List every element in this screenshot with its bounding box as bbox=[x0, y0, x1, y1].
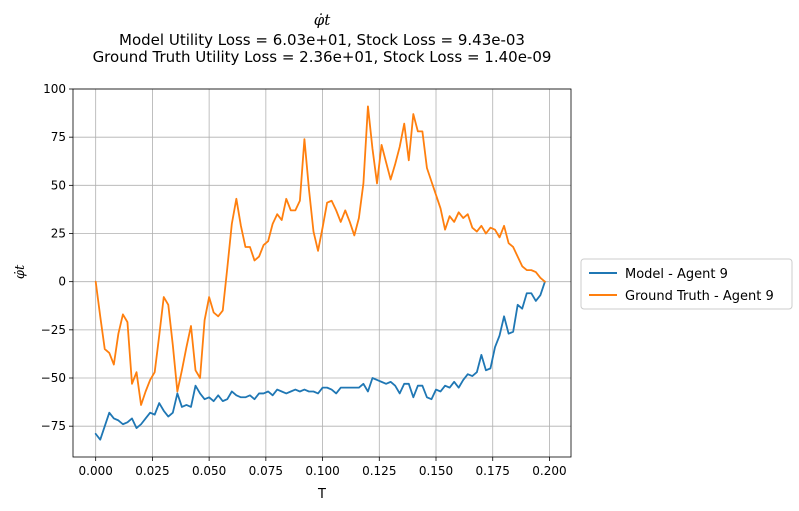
x-tick-label: 0.100 bbox=[305, 464, 339, 478]
plot-frame bbox=[72, 88, 572, 458]
x-tick-label: 0.150 bbox=[419, 464, 453, 478]
y-tick-label: 0 bbox=[58, 275, 66, 289]
chart-subtitle-line-2: Ground Truth Utility Loss = 2.36e+01, St… bbox=[93, 48, 552, 66]
y-tick-label: 25 bbox=[51, 227, 66, 241]
x-tick-label: 0.125 bbox=[362, 464, 396, 478]
x-tick-label: 0.075 bbox=[249, 464, 283, 478]
y-tick-label: −50 bbox=[41, 371, 66, 385]
series-line-1 bbox=[94, 105, 546, 406]
y-tick-label: −25 bbox=[41, 323, 66, 337]
y-tick-label: 100 bbox=[43, 82, 66, 96]
y-axis: −75 −50 −25 0 25 50 75 100 bbox=[41, 82, 73, 433]
grid bbox=[73, 88, 571, 457]
x-tick-label: 0.200 bbox=[532, 464, 566, 478]
legend-label-ground-truth: Ground Truth - Agent 9 bbox=[625, 289, 774, 304]
series-layer bbox=[94, 105, 546, 441]
y-tick-label: 75 bbox=[51, 130, 66, 144]
series-line-0 bbox=[94, 280, 546, 441]
y-tick-label: 50 bbox=[51, 178, 66, 192]
chart-title: φ̇t bbox=[314, 11, 332, 29]
x-tick-label: 0.000 bbox=[79, 464, 113, 478]
x-tick-label: 0.175 bbox=[476, 464, 510, 478]
y-tick-label: −75 bbox=[41, 419, 66, 433]
x-axis: 0.000 0.025 0.050 0.075 0.100 0.125 0.150 0.175… bbox=[79, 457, 567, 478]
chart-subtitle-line-1: Model Utility Loss = 6.03e+01, Stock Los… bbox=[119, 31, 525, 49]
x-axis-label: T bbox=[317, 487, 326, 502]
legend-label-model: Model - Agent 9 bbox=[625, 267, 728, 282]
legend: Model - Agent 9 Ground Truth - Agent 9 bbox=[580, 258, 793, 310]
x-tick-label: 0.050 bbox=[192, 464, 226, 478]
x-tick-label: 0.025 bbox=[135, 464, 169, 478]
legend-box bbox=[580, 258, 793, 310]
y-axis-label: φ̇t bbox=[13, 264, 28, 279]
